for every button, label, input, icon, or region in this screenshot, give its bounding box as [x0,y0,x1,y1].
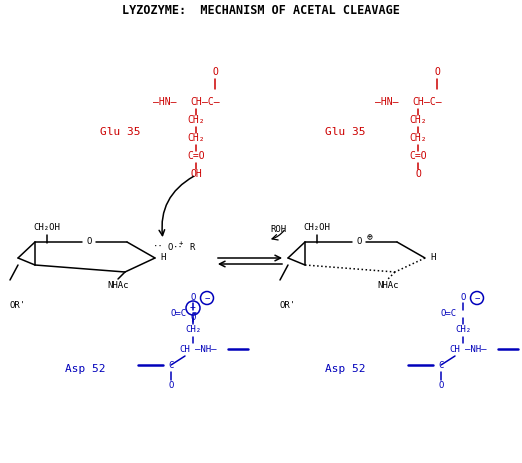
Text: —HN—: —HN— [375,97,399,107]
Text: C=O: C=O [409,151,427,161]
Text: LYZOZYME:  MECHANISM OF ACETAL CLEAVAGE: LYZOZYME: MECHANISM OF ACETAL CLEAVAGE [122,4,400,17]
Text: OR': OR' [10,300,26,309]
Text: CH: CH [449,344,460,353]
Text: O=C: O=C [171,308,187,318]
Text: O=C: O=C [441,308,457,318]
Text: O: O [86,238,92,246]
Text: −: − [474,294,480,302]
Text: O: O [168,381,174,389]
Text: —HN—: —HN— [153,97,177,107]
Text: −: − [204,294,210,302]
Text: ··: ·· [173,244,183,252]
Text: Asp 52: Asp 52 [65,364,105,374]
Text: H: H [430,254,436,263]
Text: CH: CH [180,344,191,353]
Text: CH₂: CH₂ [455,325,471,334]
Text: O: O [168,244,173,252]
Text: O: O [191,313,196,323]
Text: R: R [189,244,195,252]
Text: ⊕: ⊕ [367,232,373,242]
Text: NHAc: NHAc [377,281,399,289]
Text: CH: CH [412,97,424,107]
Text: OH: OH [190,169,202,179]
Text: O: O [357,238,362,246]
Text: C: C [168,361,174,369]
Text: CH₂: CH₂ [185,325,201,334]
Text: CH₂: CH₂ [187,115,205,125]
Text: —NH—: —NH— [465,344,487,353]
Text: C=O: C=O [187,151,205,161]
Text: Asp 52: Asp 52 [325,364,365,374]
Text: NHAc: NHAc [107,281,129,289]
Text: CH₂: CH₂ [409,133,427,143]
Text: Glu 35: Glu 35 [100,127,140,137]
Text: ··: ·· [152,243,163,251]
Text: CH: CH [190,97,202,107]
Text: Glu 35: Glu 35 [325,127,365,137]
Text: CH₂OH: CH₂OH [304,224,330,232]
Text: O: O [460,294,466,302]
Text: CH₂OH: CH₂OH [33,224,61,232]
Text: O: O [415,169,421,179]
Text: O: O [438,381,444,389]
Text: O: O [212,67,218,77]
Text: CH₂: CH₂ [409,115,427,125]
Text: C: C [438,361,444,369]
Text: —NH—: —NH— [195,344,217,353]
Text: H: H [160,254,165,263]
Text: O: O [191,294,196,302]
Text: O: O [434,67,440,77]
Text: +: + [179,240,183,246]
Text: CH₂: CH₂ [187,133,205,143]
Text: ROH: ROH [270,225,286,234]
Text: —C—: —C— [424,97,442,107]
Text: —C—: —C— [202,97,220,107]
Text: OR': OR' [280,300,296,309]
Text: −: − [190,303,196,313]
